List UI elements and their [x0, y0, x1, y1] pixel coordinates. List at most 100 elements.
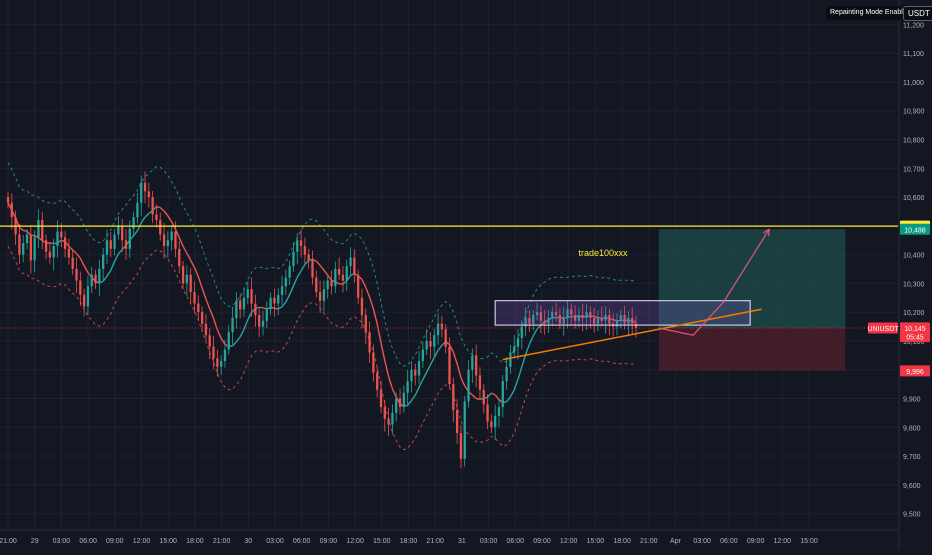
- moving-average-segment: [111, 261, 115, 270]
- y-tick-label: 10,700: [903, 166, 925, 173]
- x-tick-label: 09:00: [533, 538, 551, 545]
- candle-body: [7, 197, 9, 203]
- candle-body: [79, 281, 81, 295]
- moving-average-segment: [518, 367, 522, 380]
- candle-body: [228, 332, 230, 349]
- moving-average-segment: [453, 352, 457, 364]
- moving-average-segment: [206, 299, 210, 309]
- candle-body: [129, 229, 131, 249]
- candle-body: [513, 347, 515, 353]
- candle: [414, 364, 416, 386]
- x-tick-label: 30: [244, 538, 252, 545]
- candle: [102, 248, 104, 280]
- candle-body: [30, 234, 32, 260]
- candle-body: [155, 214, 157, 220]
- candle-body: [243, 298, 245, 310]
- candle-body: [422, 350, 424, 362]
- x-tick-label: 09:00: [747, 538, 765, 545]
- candle-body: [327, 281, 329, 290]
- y-tick-label: 11,000: [903, 80, 924, 87]
- candle-body: [384, 407, 386, 419]
- candle-body: [239, 301, 241, 310]
- candle-body: [391, 413, 393, 425]
- y-tick-label: 11,200: [903, 22, 924, 29]
- x-tick-label: 29: [31, 538, 39, 545]
- moving-average-segment: [84, 266, 88, 273]
- candle-body: [372, 352, 374, 372]
- candle-body: [456, 410, 458, 433]
- candle: [277, 288, 279, 315]
- x-tick-label: 18:00: [400, 538, 418, 545]
- repainting-mode-badge: Repainting Mode Enabled: [826, 6, 915, 20]
- moving-average-segment: [419, 379, 423, 387]
- candle-body: [144, 183, 146, 192]
- candle-body: [475, 355, 477, 375]
- candle: [182, 261, 184, 289]
- candle-body: [292, 252, 294, 266]
- y-tick-label: 10,900: [903, 109, 925, 116]
- candle-body: [277, 295, 279, 304]
- candle-body: [258, 315, 260, 327]
- candle-body: [502, 381, 504, 407]
- moving-average-segment: [423, 372, 427, 379]
- x-tick-label: 15:00: [373, 538, 391, 545]
- moving-average-segment: [526, 344, 530, 354]
- candle-body: [433, 335, 435, 347]
- x-tick-label: 09:00: [106, 538, 124, 545]
- candle-body: [490, 422, 492, 428]
- candle-body: [113, 234, 115, 248]
- moving-average-segment: [274, 308, 278, 309]
- candle-body: [266, 309, 268, 321]
- candle-body: [190, 275, 192, 292]
- y-tick-label: 11,100: [903, 51, 924, 58]
- candle: [190, 268, 192, 303]
- moving-average-segment: [389, 377, 393, 389]
- candle-body: [467, 370, 469, 402]
- moving-average-segment: [233, 342, 237, 346]
- candle: [22, 235, 24, 262]
- x-tick-label: 06:00: [507, 538, 525, 545]
- currency-button[interactable]: USDT: [903, 6, 932, 21]
- candle: [148, 183, 150, 208]
- moving-average-segment: [107, 270, 111, 276]
- moving-average-segment: [507, 397, 511, 402]
- candle: [186, 266, 188, 297]
- candle-body: [509, 352, 511, 366]
- candle-body: [11, 203, 13, 217]
- candle: [151, 191, 153, 223]
- candle-body: [505, 367, 507, 381]
- candle: [178, 241, 180, 273]
- candle: [228, 325, 230, 355]
- candle-body: [460, 433, 462, 459]
- price-label: 9,996: [900, 365, 930, 376]
- candle-body: [395, 399, 397, 413]
- candle-body: [338, 269, 340, 275]
- candle-body: [136, 203, 138, 217]
- moving-average-segment: [198, 277, 202, 289]
- candle-body: [91, 275, 93, 287]
- candle-body: [399, 399, 401, 408]
- moving-average-segment: [491, 393, 495, 395]
- moving-average-segment: [514, 379, 518, 389]
- candle-body: [68, 249, 70, 258]
- candle-body: [308, 255, 310, 261]
- candle: [304, 238, 306, 265]
- moving-average-segment: [472, 395, 476, 399]
- candle: [171, 225, 173, 250]
- candle: [91, 267, 93, 293]
- candle: [479, 367, 481, 400]
- candle: [292, 242, 294, 272]
- x-tick-label: 12:00: [774, 538, 792, 545]
- candle-body: [41, 220, 43, 240]
- candle-body: [197, 304, 199, 313]
- candle: [365, 308, 367, 344]
- candle: [163, 223, 165, 259]
- price-axis[interactable]: 11,20011,10011,00010,90010,80010,70010,6…: [903, 22, 925, 518]
- candle-body: [45, 240, 47, 252]
- candle: [426, 329, 428, 355]
- candle-body: [403, 393, 405, 407]
- moving-average-segment: [240, 329, 244, 337]
